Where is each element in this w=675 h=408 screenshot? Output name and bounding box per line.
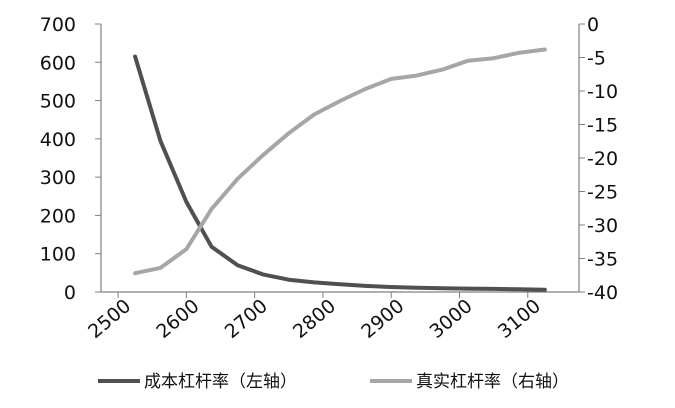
right-tick-label: -30: [587, 215, 618, 237]
legend: 成本杠杆率（左轴） 真实杠杆率（右轴）: [98, 372, 569, 392]
right-tick-label: 0: [587, 14, 599, 36]
right-tick-label: -40: [587, 282, 618, 304]
right-tick-label: -10: [587, 81, 618, 103]
x-tick-label: 2600: [152, 295, 203, 343]
legend-label-2: 真实杠杆率（右轴）: [416, 372, 569, 392]
series-line-real-leverage: [133, 47, 547, 276]
left-tick-label: 500: [40, 91, 76, 113]
x-tick-label: 3000: [426, 295, 477, 343]
axes: [100, 24, 580, 293]
series-line-cost-leverage: [133, 54, 547, 292]
right-tick-label: -35: [587, 249, 618, 271]
x-tick-label: 2500: [84, 295, 135, 343]
left-tick-label: 0: [64, 282, 76, 304]
x-tick-label: 3100: [494, 295, 545, 343]
x-axis-ticks: 2500 2600 2700 2800 2900 3000 3100: [84, 292, 545, 343]
left-tick-label: 600: [40, 52, 76, 74]
right-tick-label: -5: [587, 48, 606, 70]
left-axis-ticks: 0 100 200 300 400 500 600 700: [40, 14, 101, 304]
right-axis-ticks: -40 -35 -30 -25 -20 -15 -10 -5 0: [579, 14, 618, 304]
left-tick-label: 100: [40, 244, 76, 266]
right-tick-label: -25: [587, 182, 618, 204]
x-tick-label: 2800: [289, 295, 340, 343]
left-tick-label: 400: [40, 129, 76, 151]
right-tick-label: -15: [587, 115, 618, 137]
right-tick-label: -20: [587, 148, 618, 170]
series-lines: [133, 47, 547, 292]
legend-label-1: 成本杠杆率（左轴）: [144, 372, 297, 392]
left-tick-label: 300: [40, 167, 76, 189]
x-tick-label: 2900: [357, 295, 408, 343]
left-tick-label: 200: [40, 205, 76, 227]
left-tick-label: 700: [40, 14, 76, 36]
x-tick-label: 2700: [221, 295, 272, 343]
